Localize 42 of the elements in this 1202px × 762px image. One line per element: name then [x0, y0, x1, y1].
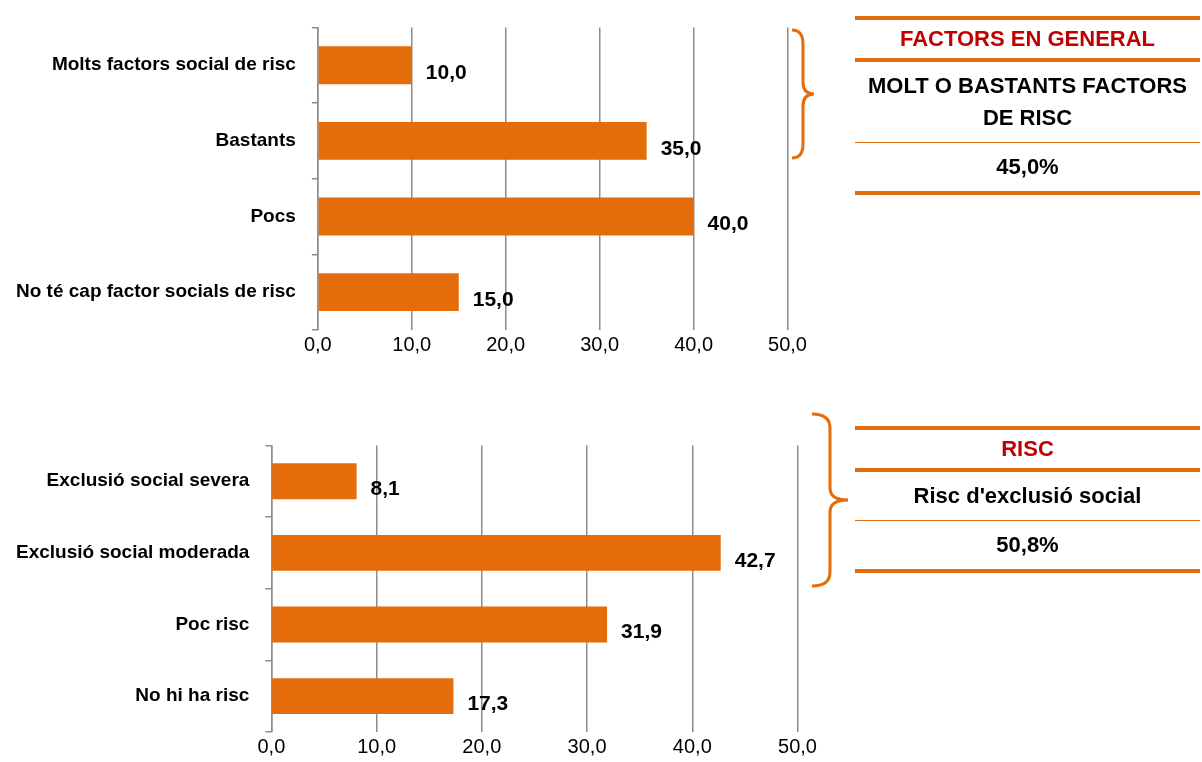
data-label: 15,0: [472, 286, 514, 310]
x-tick-label: 30,0: [580, 332, 620, 355]
data-label: 40,0: [707, 211, 749, 235]
x-tick-label: 20,0: [486, 332, 526, 355]
y-tick-label: Poc risc: [175, 612, 250, 634]
text: 50,8%: [855, 521, 1200, 573]
bar: [272, 606, 608, 643]
bar: [272, 534, 721, 571]
text: RISC: [855, 426, 1200, 472]
data-label: 35,0: [660, 135, 702, 159]
text: Risc d'exclusió social: [855, 472, 1200, 521]
data-label: 8,1: [370, 476, 401, 500]
y-tick-label: No té cap factor socials de risc: [15, 280, 297, 302]
bar: [318, 197, 694, 236]
text: FACTORS EN GENERAL: [855, 16, 1200, 62]
y-tick-label: Molts factors social de risc: [51, 53, 297, 75]
x-tick-label: 10,0: [357, 734, 397, 757]
bar: [318, 46, 412, 85]
data-label: 42,7: [734, 547, 776, 571]
x-tick-label: 0,0: [303, 332, 332, 355]
x-tick-label: 40,0: [674, 332, 714, 355]
y-tick-label: Exclusió social moderada: [16, 541, 250, 563]
x-tick-label: 10,0: [392, 332, 432, 355]
x-tick-label: 30,0: [567, 734, 607, 757]
x-tick-label: 40,0: [672, 734, 712, 757]
x-tick-label: 50,0: [778, 734, 818, 757]
data-label: 10,0: [425, 60, 467, 84]
y-tick-label: Exclusió social severa: [46, 469, 250, 491]
y-tick-label: Pocs: [250, 204, 296, 226]
data-label: 31,9: [621, 619, 662, 643]
x-tick-label: 0,0: [257, 734, 286, 757]
bar: [272, 678, 454, 715]
y-tick-label: No hi ha risc: [135, 684, 250, 706]
text: 45,0%: [855, 143, 1200, 195]
bar: [318, 121, 647, 160]
x-tick-label: 20,0: [462, 734, 502, 757]
bar: [318, 273, 459, 312]
x-tick-label: 50,0: [768, 332, 808, 355]
data-label: 17,3: [467, 690, 509, 714]
y-tick-label: Bastants: [215, 129, 296, 151]
bar: [272, 463, 357, 500]
text: MOLT O BASTANTS FACTORS DE RISC: [855, 62, 1200, 143]
